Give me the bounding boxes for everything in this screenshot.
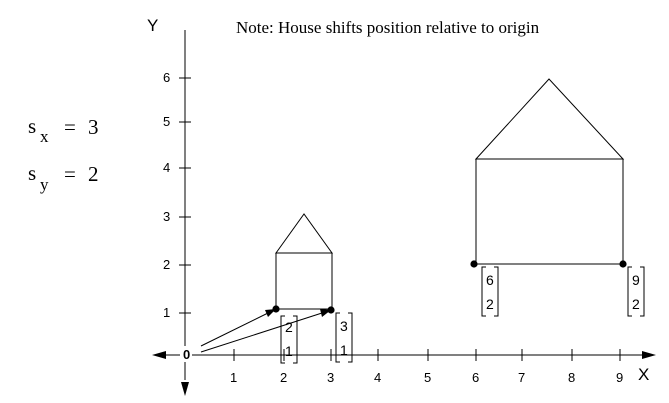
scale-factor-sy: s y = 2 (28, 161, 99, 194)
y-tick-label-6: 6 (163, 70, 170, 85)
scaled-left-x: 6 (486, 272, 494, 288)
origin-label-background (180, 346, 192, 362)
y-axis-down-arrow (181, 382, 189, 396)
x-axis-label: X (638, 365, 649, 384)
note-text: Note: House shifts position relative to … (236, 18, 540, 37)
y-tick-label-3: 3 (163, 209, 170, 224)
x-tick-label-2: 2 (280, 370, 287, 385)
x-tick-label-9: 9 (616, 370, 623, 385)
vector-bracket-original-right: 3 1 (335, 312, 353, 363)
y-axis-ticks (179, 77, 191, 314)
vector-bracket-original-left: 2 1 (280, 315, 298, 364)
vector-left-arrowhead (265, 309, 276, 317)
x-tick-label-3: 3 (327, 370, 334, 385)
scaled-house-roof (474, 78, 625, 160)
position-vectors (200, 309, 331, 353)
scale-factor-sx: s x = 3 (28, 114, 99, 146)
x-tick-label-8: 8 (568, 370, 575, 385)
sx-value: 3 (88, 115, 99, 139)
x-tick-label-1: 1 (230, 370, 237, 385)
x-axis-tick-labels: 1 2 3 4 5 6 7 8 9 (230, 370, 623, 385)
sx-subscript: x (40, 127, 49, 146)
scaled-house-left-corner (470, 260, 478, 268)
y-tick-label-4: 4 (163, 160, 170, 175)
x-tick-label-7: 7 (518, 370, 525, 385)
original-house-body (275, 252, 333, 310)
sy-base: s (28, 161, 36, 185)
y-axis-tick-labels: 6 5 4 3 2 1 (163, 70, 170, 320)
vector-to-left-corner (200, 312, 269, 347)
scaled-right-y: 2 (632, 296, 640, 312)
y-tick-label-1: 1 (163, 305, 170, 320)
original-right-y: 1 (340, 342, 348, 358)
x-tick-label-6: 6 (472, 370, 479, 385)
y-axis-label: Y (147, 16, 158, 35)
vector-bracket-scaled-right: 9 2 (627, 266, 645, 317)
original-left-y: 1 (285, 343, 293, 359)
x-axis-right-arrow (642, 351, 656, 359)
y-tick-label-5: 5 (163, 114, 170, 129)
x-axis-left-arrow (152, 351, 166, 359)
scaled-house-body (475, 158, 624, 265)
sy-subscript: y (40, 175, 49, 194)
x-tick-label-4: 4 (374, 370, 381, 385)
origin-label-text: 0 (183, 347, 190, 362)
x-tick-label-5: 5 (424, 370, 431, 385)
sx-equals: = (64, 115, 76, 139)
scaled-house-right-corner (619, 260, 627, 268)
vector-bracket-scaled-left: 6 2 (481, 266, 499, 317)
vector-right-arrowhead (320, 309, 331, 317)
scaled-house (470, 78, 627, 268)
vector-to-right-corner (200, 312, 323, 353)
scaled-right-x: 9 (632, 272, 640, 288)
sy-equals: = (64, 162, 76, 186)
scaled-left-y: 2 (486, 296, 494, 312)
original-right-x: 3 (340, 318, 348, 334)
x-axis-ticks (233, 349, 621, 361)
original-house (272, 213, 335, 314)
sy-value: 2 (88, 162, 99, 186)
original-left-x: 2 (285, 319, 293, 335)
sx-base: s (28, 114, 36, 138)
original-house-roof (275, 213, 333, 254)
y-tick-label-2: 2 (163, 257, 170, 272)
